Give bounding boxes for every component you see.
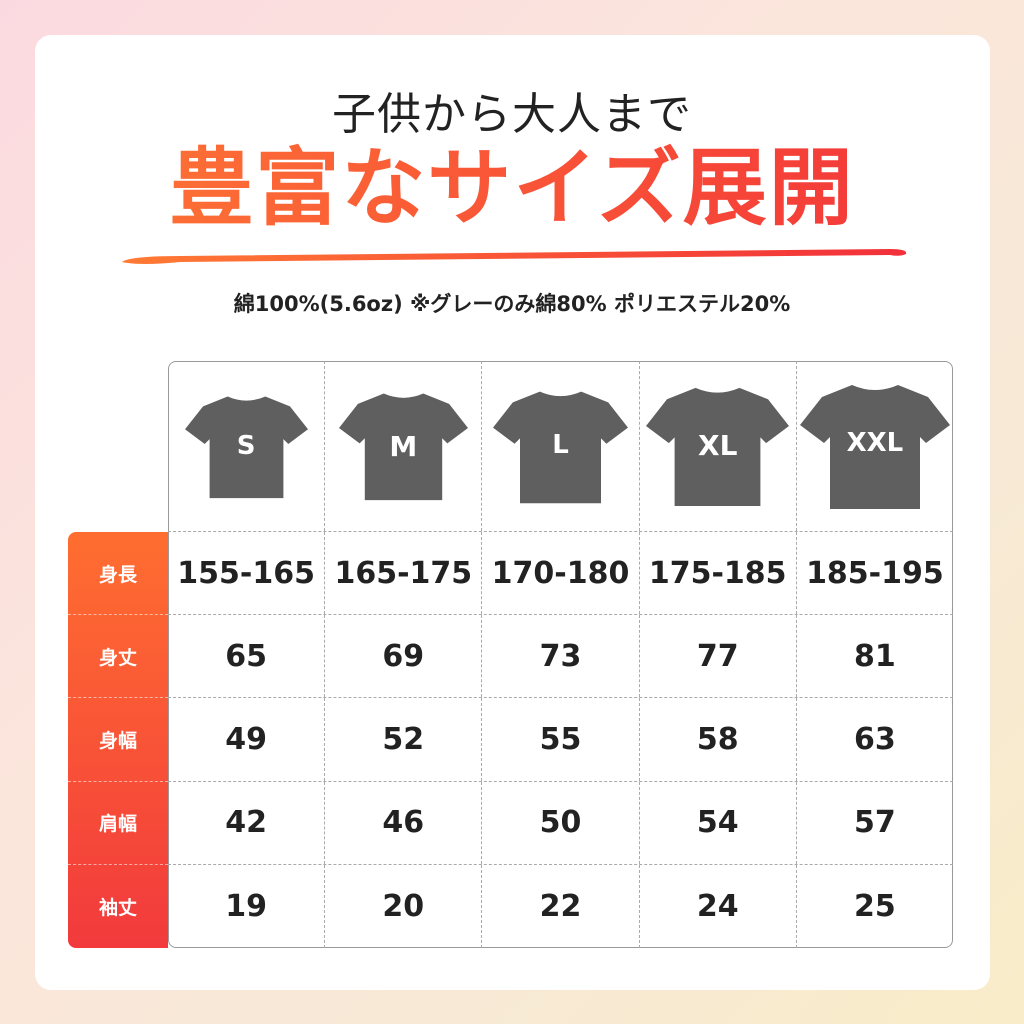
header-row: S M L XL XXL: [168, 361, 953, 532]
table-cell: 65: [168, 615, 326, 698]
table-cell: 175-185: [640, 532, 797, 615]
size-label: XXL: [846, 427, 904, 458]
table-cell: 77: [640, 615, 797, 698]
size-header-l: L: [482, 361, 640, 531]
size-label: XL: [697, 428, 738, 462]
table-cell: 25: [854, 888, 896, 924]
table-row: 42 46 50 54 57: [168, 781, 953, 865]
table-cell: 22: [482, 864, 640, 948]
row-label: 肩幅: [68, 782, 168, 865]
tshirt-icon: S: [184, 393, 308, 500]
size-label: L: [552, 429, 569, 460]
tshirt-icon: XL: [646, 384, 790, 508]
table-row: 49 52 55 58 63: [168, 698, 953, 782]
tshirt-icon: L: [493, 388, 628, 505]
table-cell: 63: [854, 721, 896, 757]
table-cell: 57: [854, 805, 896, 841]
table-cell: 73: [482, 615, 640, 698]
material-note: 綿100%(5.6oz) ※グレーのみ綿80% ポリエステル20%: [233, 292, 791, 316]
table-row: 65 69 73 77 81: [168, 615, 953, 699]
table-cell: 69: [325, 615, 483, 698]
size-grid: S M L XL XXL 155-165 165-175 170-180 175-185 185-…: [168, 361, 953, 948]
table-cell: 46: [325, 781, 483, 864]
subtitle: 子供から大人まで: [332, 89, 692, 140]
row-label: 身長: [68, 532, 168, 616]
table-cell: 54: [640, 781, 797, 864]
size-header-m: M: [325, 361, 483, 531]
table-cell: 19: [168, 864, 326, 948]
page-title: 豊富なサイズ展開: [0, 138, 1024, 238]
tshirt-icon: M: [338, 390, 468, 502]
size-label: M: [389, 430, 418, 464]
table-row: 155-165 165-175 170-180 175-185 185-195: [168, 532, 953, 616]
title-underline: [122, 249, 907, 264]
table-cell: 55: [482, 698, 640, 781]
size-header-xxl: XXL: [797, 361, 953, 531]
table-cell: 81: [854, 638, 896, 674]
row-labels: 身長 身丈 身幅 肩幅袖丈: [68, 532, 168, 948]
tshirt-icon: XXL: [799, 381, 950, 511]
size-label: S: [236, 431, 256, 462]
table-cell: 170-180: [482, 532, 640, 615]
table-cell: 52: [325, 698, 483, 781]
table-cell: 50: [482, 781, 640, 864]
table-cell: 155-165: [168, 532, 326, 615]
table-cell: 185-195: [806, 555, 944, 591]
size-header-xl: XL: [640, 361, 797, 531]
table-cell: 49: [168, 698, 326, 781]
row-label: 身幅: [68, 698, 168, 782]
size-header-s: S: [168, 361, 326, 531]
table-row: 19 20 22 24 25: [168, 864, 953, 948]
row-label: 身丈: [68, 615, 168, 699]
table-cell: 58: [640, 698, 797, 781]
size-table: [168, 361, 953, 948]
table-cell: 42: [168, 781, 326, 864]
row-label: 袖丈: [98, 896, 137, 919]
table-cell: 20: [325, 864, 483, 948]
table-cell: 165-175: [325, 532, 483, 615]
table-cell: 24: [640, 864, 797, 948]
card: [35, 35, 990, 990]
